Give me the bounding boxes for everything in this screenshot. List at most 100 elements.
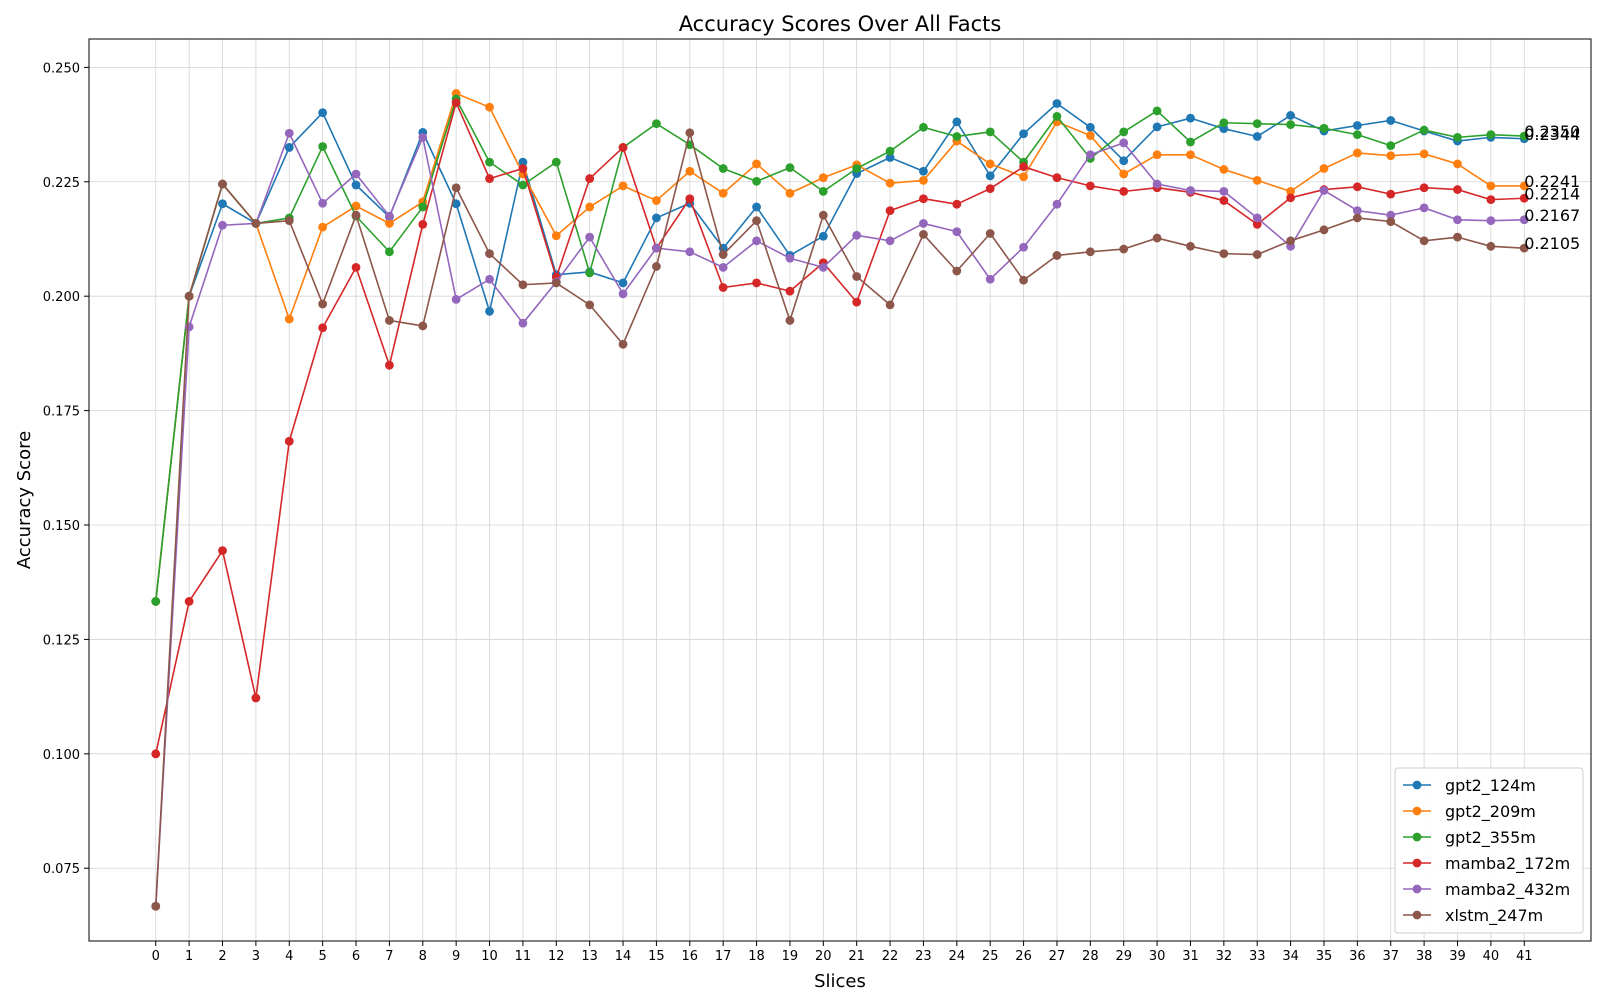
data-point — [1352, 206, 1362, 216]
data-point — [1286, 111, 1295, 120]
data-point — [1052, 199, 1062, 209]
data-point — [251, 693, 261, 703]
x-tick-label: 34 — [1282, 949, 1299, 964]
data-point — [618, 278, 628, 288]
y-tick-label: 0.200 — [43, 290, 80, 305]
data-point — [1252, 213, 1262, 223]
data-point — [1152, 233, 1162, 243]
data-point — [518, 280, 528, 290]
data-point — [485, 157, 494, 167]
data-point — [1519, 215, 1529, 225]
series-line — [154, 132, 1525, 907]
data-point — [919, 166, 928, 176]
data-point — [585, 300, 595, 310]
end-labels: 0.2344 0.2241 0.2350 0.2214 0.2167 0.2105 — [1524, 122, 1580, 253]
x-tick-label: 30 — [1149, 949, 1166, 964]
data-point — [451, 183, 461, 193]
data-point — [1019, 172, 1028, 182]
data-point — [1019, 275, 1028, 285]
x-tick-label: 0 — [152, 949, 160, 964]
data-point — [952, 266, 962, 276]
data-point — [952, 199, 962, 209]
data-point — [1453, 215, 1462, 225]
data-point — [385, 219, 394, 228]
series-line — [154, 132, 1525, 907]
data-point — [685, 194, 695, 204]
x-tick-label: 9 — [452, 949, 460, 964]
data-point — [218, 179, 227, 189]
x-tick-label: 31 — [1182, 949, 1199, 964]
data-point — [1486, 130, 1496, 140]
legend-marker — [1412, 832, 1422, 842]
x-tick-label: 19 — [782, 949, 799, 964]
x-tick-label: 7 — [385, 949, 393, 964]
x-tick-label: 22 — [882, 949, 899, 964]
data-point — [1085, 247, 1095, 257]
data-point — [1119, 156, 1129, 166]
data-point — [485, 274, 494, 284]
x-tick-label: 35 — [1316, 949, 1333, 964]
data-point — [1386, 217, 1396, 226]
data-point — [885, 153, 895, 162]
data-point — [1419, 203, 1429, 213]
data-point — [1519, 131, 1529, 141]
data-point — [718, 164, 728, 173]
end-value-label: 0.2167 — [1524, 206, 1580, 225]
data-point — [385, 247, 394, 257]
end-value-label: 0.2350 — [1524, 122, 1580, 141]
data-point — [985, 127, 995, 137]
x-tick-label: 27 — [1049, 949, 1066, 964]
x-tick-label: 12 — [548, 949, 565, 964]
data-point — [685, 166, 695, 176]
data-point — [885, 206, 895, 216]
data-point — [1453, 132, 1462, 142]
data-point — [952, 117, 962, 127]
data-point — [284, 436, 294, 446]
x-tick-label: 18 — [748, 949, 765, 964]
end-value-label: 0.2105 — [1524, 234, 1580, 253]
data-point — [685, 247, 695, 257]
data-point — [451, 98, 461, 108]
y-tick-label: 0.125 — [43, 633, 80, 648]
data-point — [852, 164, 862, 173]
x-tick-label: 23 — [915, 949, 932, 964]
data-point — [985, 184, 995, 194]
data-point — [818, 186, 828, 196]
data-point — [952, 227, 962, 237]
data-point — [919, 176, 928, 185]
data-point — [818, 262, 828, 272]
legend-label: gpt2_209m — [1445, 802, 1536, 822]
data-point — [318, 299, 328, 309]
data-point — [718, 250, 728, 259]
data-point — [1386, 116, 1396, 125]
end-value-label: 0.2344 — [1524, 125, 1580, 144]
data-point — [1386, 141, 1396, 151]
data-point — [1219, 165, 1229, 174]
data-point — [1386, 189, 1396, 199]
legend-label: gpt2_355m — [1445, 828, 1536, 848]
data-point — [785, 253, 795, 263]
y-tick-label: 0.150 — [43, 519, 80, 534]
data-point — [652, 243, 661, 253]
data-point — [1453, 185, 1462, 194]
x-tick-label: 29 — [1115, 949, 1132, 964]
data-point — [351, 210, 361, 220]
x-tick-label: 5 — [319, 949, 327, 964]
data-point — [218, 199, 227, 209]
data-point — [1052, 99, 1062, 108]
legend-marker — [1412, 806, 1422, 816]
x-tick-label: 16 — [682, 949, 699, 964]
data-point — [1019, 162, 1028, 172]
data-point — [919, 230, 928, 239]
data-point — [284, 314, 294, 324]
data-point — [1085, 131, 1095, 140]
data-point — [852, 272, 862, 281]
data-point — [1019, 129, 1028, 139]
y-tick-label: 0.250 — [43, 61, 80, 76]
data-point — [485, 306, 494, 316]
data-point — [1386, 151, 1396, 161]
x-tick-label: 4 — [285, 949, 293, 964]
data-point — [1252, 250, 1262, 259]
legend-label: mamba2_172m — [1445, 854, 1570, 874]
data-point — [284, 143, 294, 152]
